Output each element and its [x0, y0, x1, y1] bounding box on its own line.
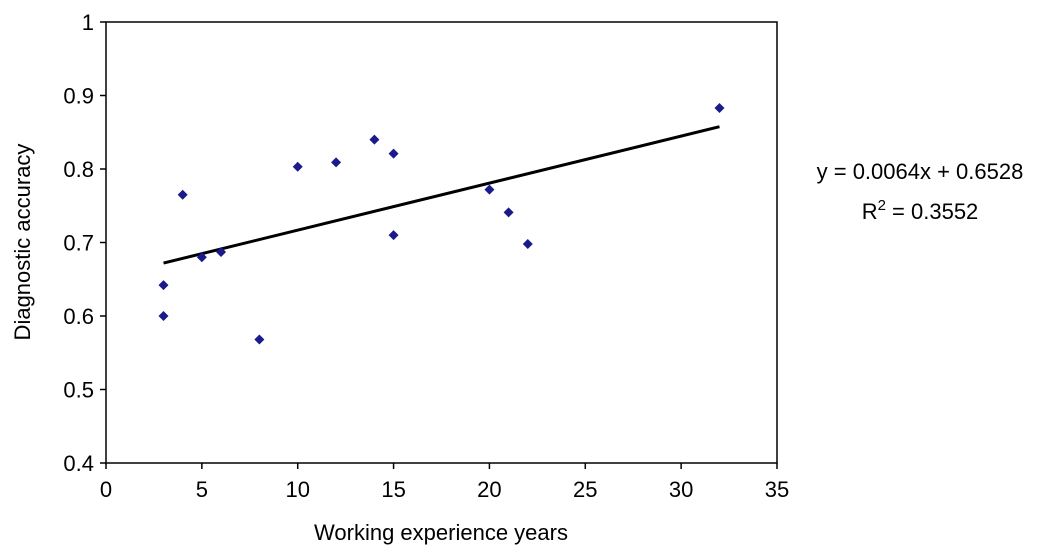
- data-point: [158, 280, 169, 291]
- trendline-equation: y = 0.0064x + 0.6528: [817, 159, 1024, 184]
- y-tick-label: 0.9: [63, 84, 94, 109]
- y-tick-label: 1: [82, 10, 94, 35]
- data-point: [388, 148, 399, 159]
- axis-ticks: 0 5 10 15 20 25 30 35 0.4 0.5 0.6 0.7 0.8 0.9 1: [63, 10, 789, 502]
- plot-area: [105, 21, 778, 464]
- data-point: [158, 311, 169, 321]
- x-tick-label: 10: [285, 477, 309, 502]
- data-point: [369, 134, 380, 145]
- trendline-layer: [163, 125, 720, 265]
- y-tick-label: 0.7: [63, 231, 94, 256]
- x-tick-label: 30: [669, 477, 693, 502]
- x-tick-label: 20: [477, 477, 501, 502]
- x-axis-title: Working experience years: [314, 520, 568, 545]
- y-tick-label: 0.4: [63, 451, 94, 476]
- data-point: [292, 161, 303, 172]
- r2-base: R: [862, 199, 878, 224]
- data-point: [331, 157, 342, 168]
- r-squared-label: R2 = 0.3552: [862, 197, 979, 224]
- data-point: [388, 230, 399, 241]
- data-point: [196, 252, 207, 263]
- data-point: [522, 238, 533, 249]
- y-tick-label: 0.6: [63, 304, 94, 329]
- trendline: [163, 125, 720, 265]
- y-axis-title: Diagnostic accuracy: [10, 144, 35, 341]
- data-point: [484, 184, 495, 195]
- data-point: [714, 102, 725, 113]
- r2-superscript: 2: [878, 197, 886, 214]
- r2-value: = 0.3552: [886, 199, 978, 224]
- data-point: [216, 247, 227, 258]
- data-point: [503, 207, 514, 218]
- x-tick-label: 0: [100, 477, 112, 502]
- y-tick-label: 0.5: [63, 378, 94, 403]
- data-point: [254, 334, 265, 345]
- plot-frame: [105, 21, 778, 464]
- data-points: [158, 102, 725, 345]
- y-tick-label: 0.8: [63, 157, 94, 182]
- x-tick-label: 25: [573, 477, 597, 502]
- x-tick-label: 5: [196, 477, 208, 502]
- x-tick-label: 35: [765, 477, 789, 502]
- data-point: [177, 189, 188, 200]
- x-tick-label: 15: [381, 477, 405, 502]
